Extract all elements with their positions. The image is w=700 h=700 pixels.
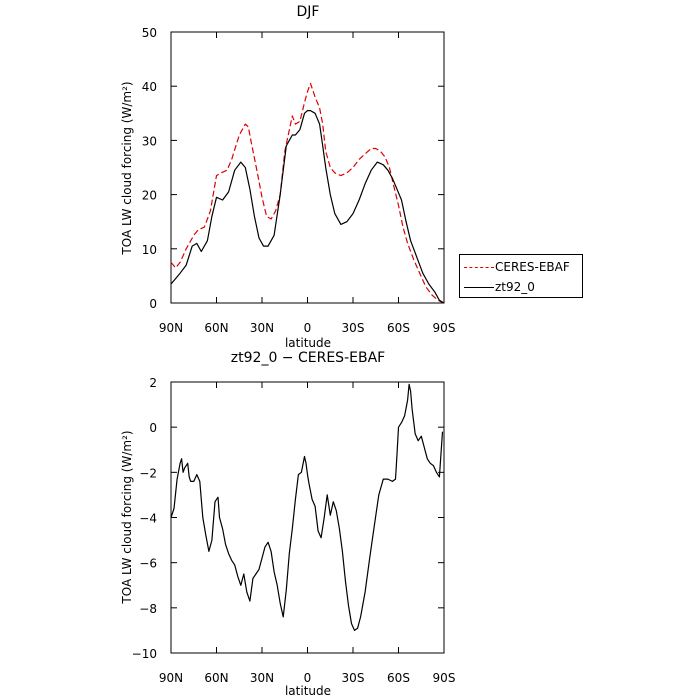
bottom-y-tick-label: −4 bbox=[139, 512, 157, 526]
top-x-tick-label: 30N bbox=[250, 321, 274, 335]
top-y-tick-labels: 0 10 20 30 40 50 bbox=[142, 26, 157, 311]
bottom-y-tick-label: 2 bbox=[149, 376, 157, 390]
top-x-axis-label: latitude bbox=[285, 336, 331, 350]
bottom-x-tick-label: 90N bbox=[159, 671, 183, 685]
top-y-axis-label: TOA LW cloud forcing (W/m²) bbox=[120, 81, 134, 255]
top-tick-marks bbox=[170, 31, 445, 304]
top-series-line-1 bbox=[170, 82, 445, 304]
bottom-x-tick-label: 60S bbox=[387, 671, 410, 685]
top-x-tick-label: 0 bbox=[304, 321, 312, 335]
top-series-line-2 bbox=[170, 109, 445, 304]
top-chart-title: DJF bbox=[297, 4, 320, 20]
legend-label-ceres: CERES-EBAF bbox=[495, 260, 570, 274]
top-x-tick-label: 60N bbox=[204, 321, 228, 335]
bottom-tick-marks bbox=[170, 381, 445, 654]
bottom-series-line-1 bbox=[170, 383, 444, 632]
top-plot-frame bbox=[170, 31, 445, 304]
bottom-y-axis-label: TOA LW cloud forcing (W/m²) bbox=[120, 430, 134, 604]
legend-label-model: zt92_0 bbox=[495, 280, 535, 294]
top-y-tick-label: 20 bbox=[142, 189, 157, 203]
bottom-x-tick-label: 0 bbox=[304, 671, 312, 685]
bottom-y-tick-label: −8 bbox=[139, 602, 157, 616]
legend-swatch-model bbox=[464, 287, 494, 288]
bottom-x-tick-labels: 90N 60N 30N 0 30S 60S 90S bbox=[159, 671, 456, 685]
legend-swatch-ceres bbox=[464, 267, 494, 268]
legend: CERES-EBAF zt92_0 bbox=[459, 254, 583, 298]
top-panel: DJF 0 10 20 30 40 50 90N 60N 30N 0 30S 60S 90S lati… bbox=[120, 4, 455, 350]
bottom-y-tick-label: −10 bbox=[132, 647, 157, 661]
top-x-tick-labels: 90N 60N 30N 0 30S 60S 90S bbox=[159, 321, 456, 335]
legend-item-ceres: CERES-EBAF bbox=[464, 259, 582, 275]
bottom-x-tick-label: 30N bbox=[250, 671, 274, 685]
legend-item-model: zt92_0 bbox=[464, 279, 582, 295]
top-x-tick-label: 90S bbox=[433, 321, 456, 335]
bottom-x-tick-label: 90S bbox=[433, 671, 456, 685]
top-y-tick-label: 50 bbox=[142, 26, 157, 40]
top-y-tick-label: 0 bbox=[149, 297, 157, 311]
bottom-y-tick-labels: −10 −8 −6 −4 −2 0 2 bbox=[132, 376, 157, 661]
bottom-x-axis-label: latitude bbox=[285, 684, 331, 698]
top-y-tick-label: 30 bbox=[142, 134, 157, 148]
bottom-x-tick-label: 60N bbox=[204, 671, 228, 685]
top-y-tick-label: 40 bbox=[142, 80, 157, 94]
bottom-y-tick-label: −2 bbox=[139, 466, 157, 480]
bottom-y-tick-label: 0 bbox=[149, 421, 157, 435]
bottom-y-tick-label: −6 bbox=[139, 557, 157, 571]
bottom-chart-title: zt92_0 − CERES-EBAF bbox=[231, 350, 385, 366]
bottom-panel: zt92_0 − CERES-EBAF −10 −8 −6 −4 −2 0 2 90N 60N… bbox=[120, 350, 455, 698]
top-y-tick-label: 10 bbox=[142, 243, 157, 257]
top-x-tick-label: 30S bbox=[342, 321, 365, 335]
bottom-x-tick-label: 30S bbox=[342, 671, 365, 685]
bottom-series-lines bbox=[170, 383, 444, 632]
top-series-lines bbox=[170, 82, 445, 304]
top-x-tick-label: 90N bbox=[159, 321, 183, 335]
top-x-tick-label: 60S bbox=[387, 321, 410, 335]
bottom-plot-frame bbox=[170, 381, 445, 654]
